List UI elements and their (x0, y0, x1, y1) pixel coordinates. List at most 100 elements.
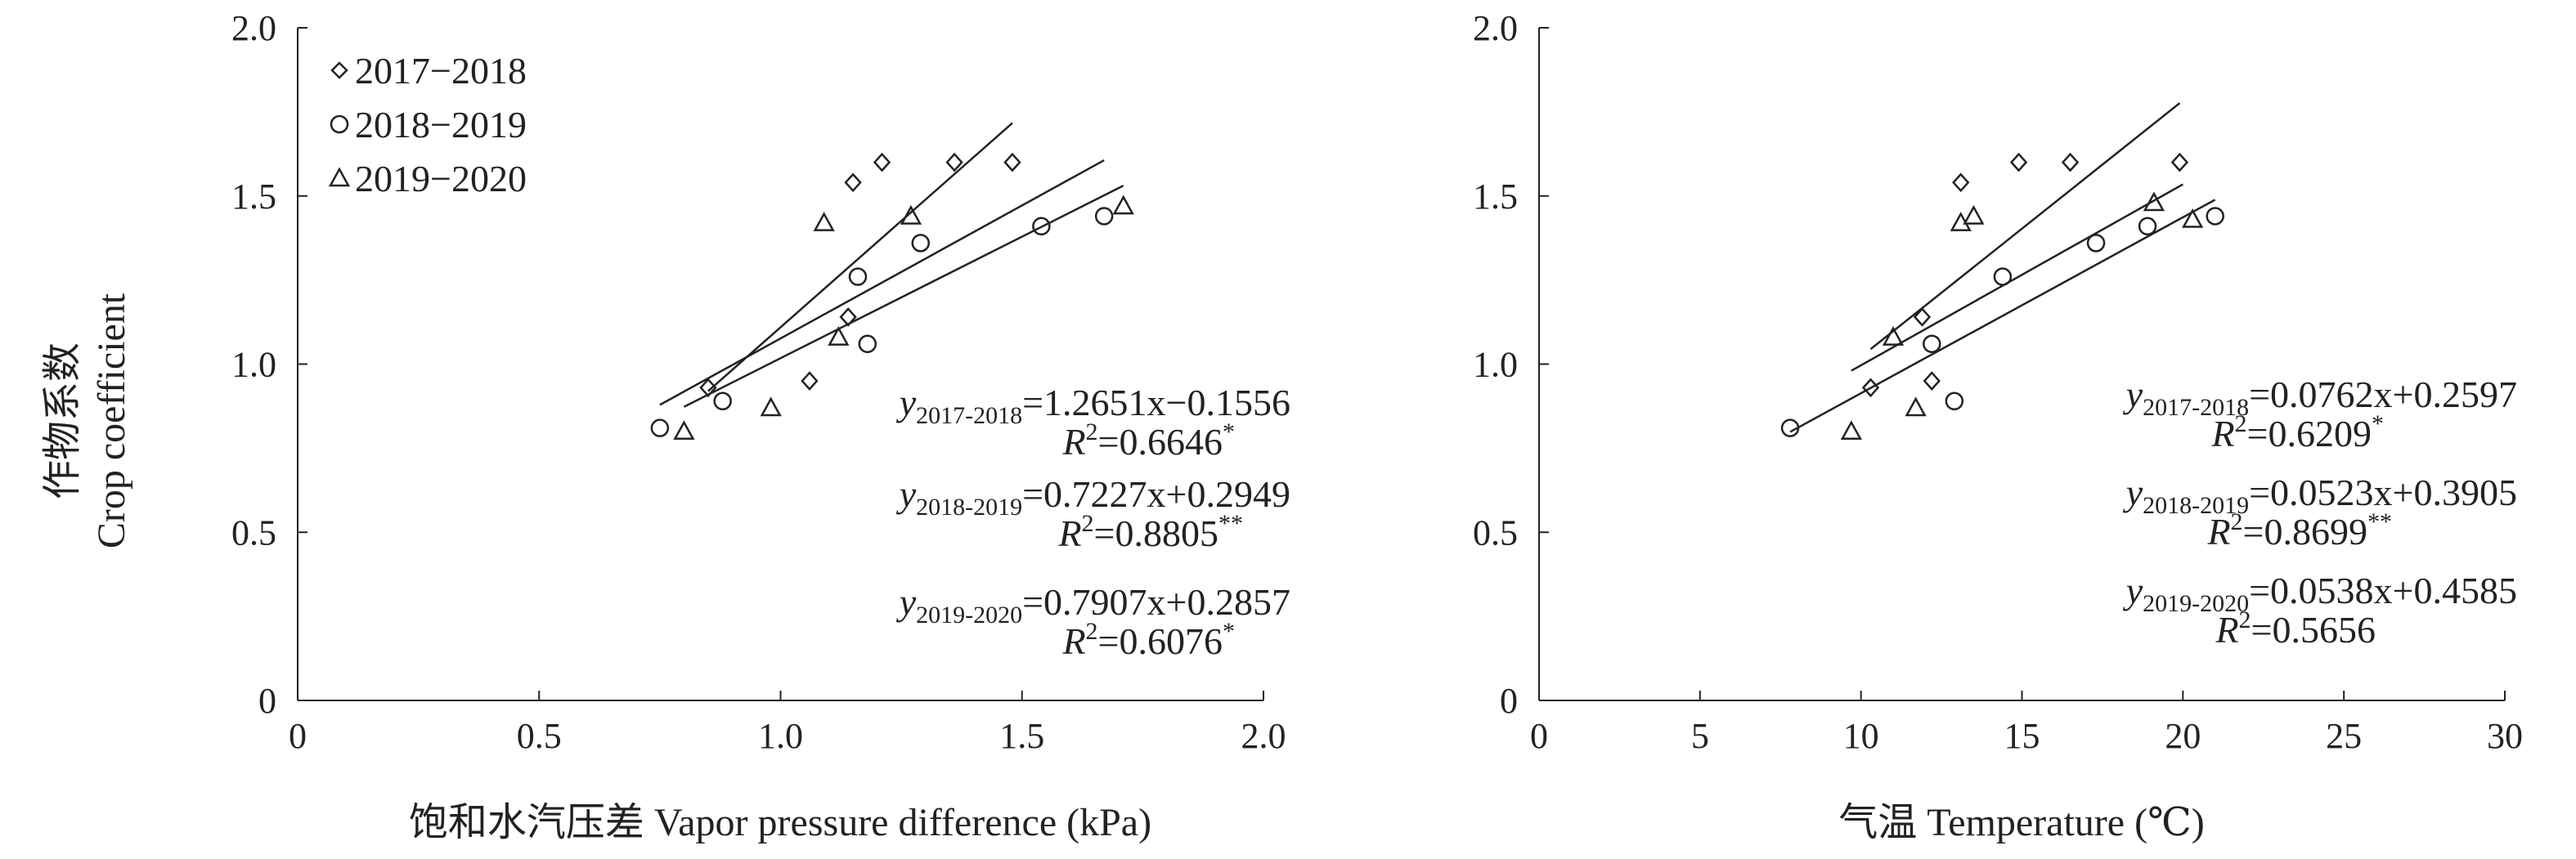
x-tick-label: 0.5 (517, 716, 562, 756)
fit-line-2018−2019 (683, 184, 1124, 408)
y-tick-label: 2.0 (231, 8, 276, 48)
r2-value: =0.6646 (1098, 421, 1223, 463)
r2-significance: ** (1218, 510, 1243, 537)
fit-line-2017−2018 (1869, 102, 2181, 351)
y-tick-label: 0 (1500, 681, 1518, 721)
point-diamond (1952, 172, 1970, 193)
equation-rhs: =0.7227x+0.2949 (1022, 473, 1290, 515)
r2-value: =0.6209 (2247, 413, 2372, 454)
point-diamond (699, 378, 717, 398)
fit-line-2019−2020 (659, 159, 1105, 406)
point-diamond (2061, 152, 2080, 172)
legend-marker-diamond (330, 61, 348, 79)
point-circle (713, 391, 732, 411)
r2-significance: * (1223, 418, 1235, 445)
x-tick-label: 1.0 (758, 716, 803, 756)
r2-2018-2019: R2=0.8699** (2206, 508, 2392, 553)
equation-rhs: =0.0762x+0.2597 (2249, 374, 2517, 415)
point-diamond (1913, 307, 1932, 327)
equation-subscript: 2017-2018 (2143, 394, 2249, 421)
legend-item-2018-2019: 2018−2019 (330, 104, 527, 145)
r2-2019-2020: R2=0.5656 (2215, 606, 2376, 651)
point-triangle (1950, 212, 1972, 231)
r2-value: =0.8805 (1094, 512, 1218, 554)
point-triangle (1112, 195, 1134, 215)
fit-lines (659, 122, 1124, 408)
point-circle (2206, 207, 2224, 226)
point-triangle (2182, 208, 2204, 228)
point-triangle (1963, 204, 1985, 225)
equation-2019-2020: y2019-2020=0.7907x+0.2857 (896, 581, 1290, 629)
point-diamond (801, 371, 819, 391)
point-triangle (760, 396, 782, 417)
legend-label-2018-2019: 2018−2019 (355, 104, 527, 145)
r2-significance: * (1223, 618, 1235, 645)
point-diamond (1861, 378, 1880, 398)
point-circle (1032, 217, 1051, 236)
point-triangle (1882, 325, 1905, 346)
point-triangle (1840, 420, 1862, 441)
x-tick-label: 15 (2004, 716, 2040, 756)
r2-value: =0.8699 (2243, 511, 2367, 553)
point-circle (1945, 391, 1964, 411)
r2-2018-2019: R2=0.8805** (1057, 510, 1243, 554)
point-diamond (2009, 152, 2028, 172)
equation-subscript: 2017-2018 (916, 402, 1022, 429)
y-tick-label: 1.0 (231, 345, 276, 385)
x-tick-label: 2.0 (1241, 716, 1286, 756)
regression-equations: y2017-2018=1.2651x−0.1556 R2=0.6646* y20… (896, 382, 1290, 662)
r2-value: =0.6076 (1098, 620, 1223, 662)
legend-marker-triangle (328, 167, 351, 187)
point-circle (2086, 234, 2106, 253)
point-diamond (945, 152, 963, 172)
legend-marker-circle (330, 114, 349, 134)
data-points (650, 152, 1134, 441)
point-diamond (844, 172, 862, 193)
point-circle (848, 267, 868, 286)
equation-subscript: 2018-2019 (2143, 492, 2249, 519)
point-diamond (1003, 152, 1021, 172)
point-circle (911, 234, 930, 253)
legend-label-2017-2018: 2017−2018 (355, 50, 527, 92)
x-tick-label: 1.5 (999, 716, 1044, 756)
equation-2017-2018: y2017-2018=1.2651x−0.1556 (896, 382, 1290, 429)
r2-2017-2018: R2=0.6646* (1061, 418, 1235, 463)
point-triangle (813, 212, 835, 231)
x-tick-label: 0 (1530, 716, 1548, 756)
r2-significance: ** (2367, 508, 2392, 535)
point-diamond (1923, 371, 1941, 391)
regression-equations: y2017-2018=0.0762x+0.2597 R2=0.6209* y20… (2123, 374, 2517, 651)
point-circle (650, 418, 670, 437)
fit-line-2018−2019 (1789, 199, 2216, 433)
r2-2019-2020: R2=0.6076* (1061, 618, 1235, 662)
legend-item-2017-2018: 2017−2018 (330, 50, 527, 92)
point-circle (1094, 207, 1114, 226)
r2-value: =0.5656 (2251, 609, 2376, 651)
equation-subscript: 2019-2020 (916, 602, 1022, 629)
y-tick-label: 0 (258, 681, 276, 721)
x-tick-label: 30 (2487, 716, 2523, 756)
vpd-scatter-panel: 0 0.5 1.0 1.5 2.0 0 0.5 1.0 1.5 2.0 2017−2018 201… (231, 8, 1290, 844)
equation-subscript: 2019-2020 (2143, 590, 2249, 617)
data-points (1780, 152, 2224, 441)
legend-item-2019-2020: 2019−2020 (328, 158, 527, 199)
axis-ticks: 0 5 10 15 20 25 30 0 0.5 1.0 1.5 2.0 (1473, 8, 2523, 756)
point-circle (1923, 334, 1941, 354)
point-triangle (828, 325, 850, 346)
legend-label-2019-2020: 2019−2020 (355, 158, 527, 199)
equation-2019-2020: y2019-2020=0.0538x+0.4585 (2123, 570, 2517, 617)
equation-rhs: =0.0538x+0.4585 (2249, 570, 2517, 611)
equation-2018-2019: y2018-2019=0.0523x+0.3905 (2123, 472, 2517, 519)
point-diamond (2170, 152, 2189, 172)
point-circle (2138, 217, 2157, 236)
point-triangle (1905, 396, 1927, 417)
y-tick-label: 0.5 (1473, 512, 1518, 553)
equation-subscript: 2018-2019 (916, 494, 1022, 521)
x-tick-label: 0 (289, 716, 307, 756)
x-tick-label: 25 (2326, 716, 2362, 756)
equation-rhs: =0.0523x+0.3905 (2249, 472, 2517, 513)
point-circle (1780, 418, 1800, 437)
y-axis-label-en: Crop coefficient (90, 293, 133, 548)
point-triangle (673, 420, 695, 441)
